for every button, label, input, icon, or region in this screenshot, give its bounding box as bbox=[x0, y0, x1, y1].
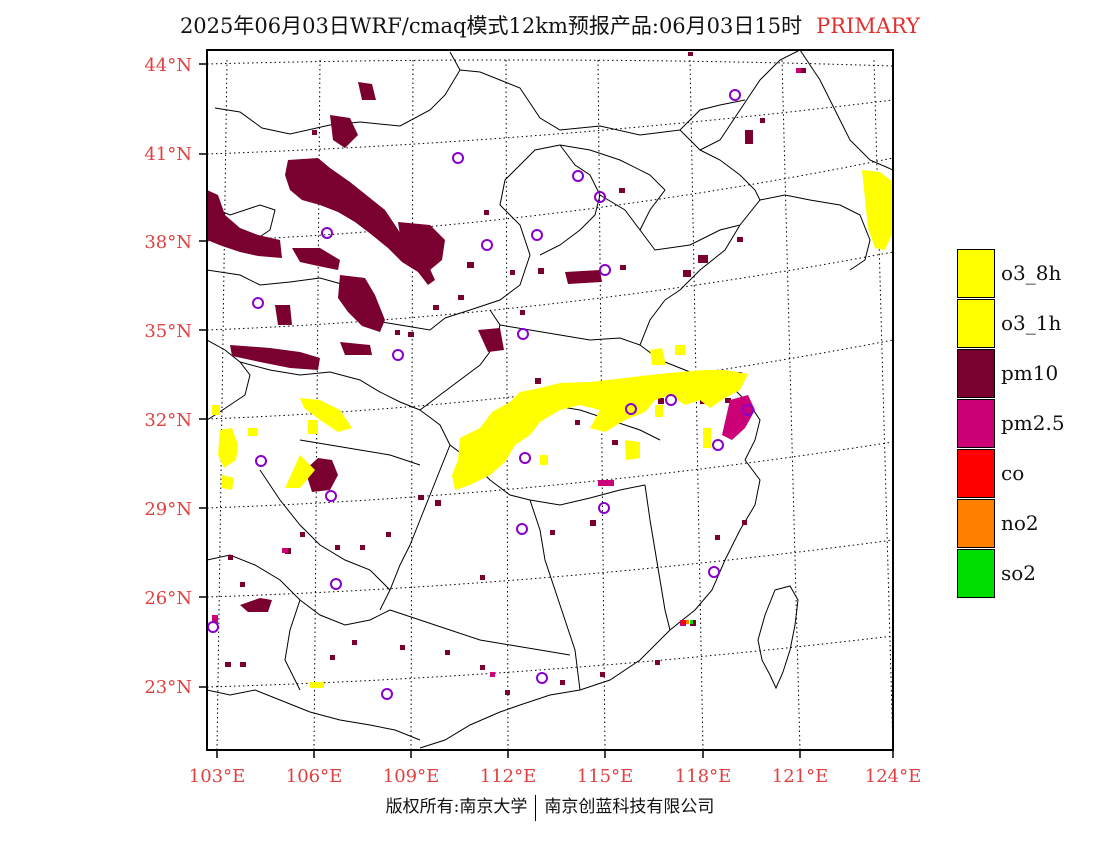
station-marker bbox=[665, 394, 677, 406]
station-marker bbox=[594, 191, 606, 203]
lon-label-109e: 109°E bbox=[382, 766, 440, 787]
station-marker bbox=[729, 89, 741, 101]
station-marker bbox=[516, 523, 528, 535]
lat-label-29n: 29°N bbox=[144, 499, 192, 520]
station-marker bbox=[742, 404, 754, 416]
legend-item-o3-1h: o3_1h bbox=[957, 299, 1097, 349]
lon-label-112e: 112°E bbox=[479, 766, 537, 787]
station-marker bbox=[712, 439, 724, 451]
station-marker bbox=[392, 349, 404, 361]
so2-areas bbox=[690, 620, 693, 624]
graticule bbox=[207, 59, 893, 750]
station-marker bbox=[207, 621, 219, 633]
copyright-company: 南京创蓝科技有限公司 bbox=[544, 797, 715, 817]
station-marker bbox=[252, 297, 264, 309]
lat-label-41n: 41°N bbox=[144, 144, 192, 165]
map-frame bbox=[206, 49, 894, 751]
legend-item-co: co bbox=[957, 449, 1097, 499]
legend-swatch bbox=[957, 349, 995, 398]
lat-label-26n: 26°N bbox=[144, 588, 192, 609]
taiwan-outline bbox=[757, 585, 799, 690]
map-title-main: 2025年06月03日WRF/cmaq模式12km预报产品:06月03日15时 bbox=[179, 14, 803, 38]
legend-swatch bbox=[957, 399, 995, 448]
map-title-tag: PRIMARY bbox=[816, 14, 921, 38]
station-marker bbox=[517, 328, 529, 340]
lat-label-32n: 32°N bbox=[144, 410, 192, 431]
legend-swatch bbox=[957, 249, 995, 298]
lon-label-118e: 118°E bbox=[674, 766, 732, 787]
station-marker bbox=[452, 152, 464, 164]
station-marker bbox=[599, 264, 611, 276]
legend-item-so2: so2 bbox=[957, 549, 1097, 599]
station-marker bbox=[330, 578, 342, 590]
legend-label: pm10 bbox=[1001, 361, 1059, 385]
station-marker bbox=[536, 672, 548, 684]
legend-swatch bbox=[957, 299, 995, 348]
station-marker bbox=[381, 688, 393, 700]
no2-areas bbox=[686, 620, 689, 624]
lon-label-103e: 103°E bbox=[188, 766, 246, 787]
legend-swatch bbox=[957, 499, 995, 548]
legend-label: pm2.5 bbox=[1001, 411, 1065, 435]
lat-label-35n: 35°N bbox=[144, 321, 192, 342]
lon-label-106e: 106°E bbox=[285, 766, 343, 787]
station-marker bbox=[531, 229, 543, 241]
legend-item-no2: no2 bbox=[957, 499, 1097, 549]
station-marker bbox=[598, 502, 610, 514]
legend-item-pm10: pm10 bbox=[957, 349, 1097, 399]
legend-item-pm25: pm2.5 bbox=[957, 399, 1097, 449]
copyright: 版权所有:南京大学 南京创蓝科技有限公司 bbox=[0, 792, 1100, 821]
legend-label: no2 bbox=[1001, 511, 1039, 535]
station-marker bbox=[481, 239, 493, 251]
station-marker bbox=[255, 455, 267, 467]
legend: o3_8h o3_1h pm10 pm2.5 co no2 so2 bbox=[957, 249, 1097, 599]
lon-label-124e: 124°E bbox=[864, 766, 922, 787]
legend-swatch bbox=[957, 549, 995, 598]
lon-label-121e: 121°E bbox=[771, 766, 829, 787]
station-marker bbox=[519, 452, 531, 464]
lat-label-38n: 38°N bbox=[144, 232, 192, 253]
lat-label-23n: 23°N bbox=[144, 677, 192, 698]
co-areas bbox=[682, 620, 685, 624]
copyright-separator bbox=[535, 794, 537, 821]
legend-item-o3-8h: o3_8h bbox=[957, 249, 1097, 299]
copyright-owner: 版权所有:南京大学 bbox=[385, 797, 528, 817]
lat-label-44n: 44°N bbox=[144, 55, 192, 76]
o3-areas bbox=[212, 170, 893, 688]
station-marker bbox=[708, 566, 720, 578]
axis-ticks bbox=[199, 63, 894, 758]
legend-label: o3_1h bbox=[1001, 311, 1062, 335]
legend-label: so2 bbox=[1001, 561, 1037, 585]
station-marker bbox=[325, 490, 337, 502]
legend-label: o3_8h bbox=[1001, 261, 1062, 285]
station-marker bbox=[625, 403, 637, 415]
legend-swatch bbox=[957, 449, 995, 498]
map-title: 2025年06月03日WRF/cmaq模式12km预报产品:06月03日15时 P… bbox=[0, 10, 1100, 40]
lon-label-115e: 115°E bbox=[576, 766, 634, 787]
station-marker bbox=[321, 227, 333, 239]
station-marker bbox=[572, 170, 584, 182]
legend-label: co bbox=[1001, 461, 1025, 485]
